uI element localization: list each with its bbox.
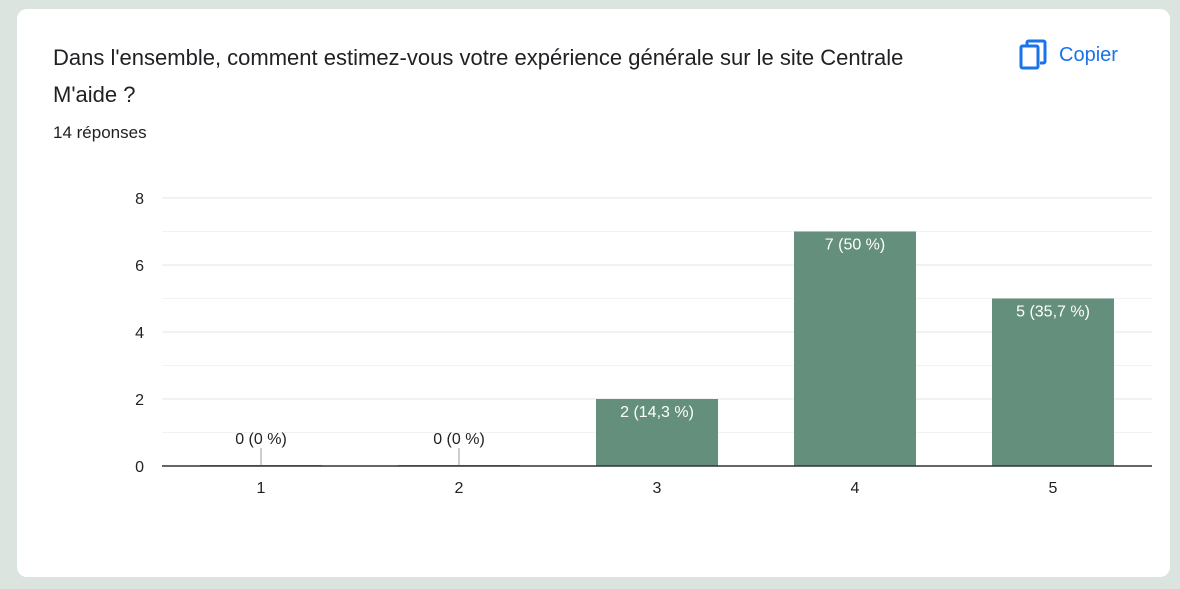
x-tick-label: 5 — [1049, 480, 1058, 497]
chart-bars — [200, 231, 1114, 466]
data-label: 0 (0 %) — [235, 431, 287, 448]
copy-icon — [1019, 39, 1047, 71]
y-tick-label: 0 — [135, 459, 144, 476]
data-label: 5 (35,7 %) — [1016, 304, 1090, 321]
bar — [992, 298, 1114, 466]
x-tick-label: 3 — [653, 480, 662, 497]
bar — [794, 231, 916, 466]
x-tick-label: 4 — [851, 480, 860, 497]
x-tick-label: 1 — [257, 480, 266, 497]
y-tick-label: 6 — [135, 258, 144, 275]
y-tick-label: 8 — [135, 191, 144, 208]
copy-button[interactable]: Copier — [1013, 35, 1124, 75]
y-tick-label: 2 — [135, 392, 144, 409]
question-title: Dans l'ensemble, comment estimez-vous vo… — [53, 45, 904, 107]
data-label: 0 (0 %) — [433, 431, 485, 448]
x-tick-label: 2 — [455, 480, 464, 497]
question-card: Dans l'ensemble, comment estimez-vous vo… — [17, 9, 1170, 577]
y-axis-ticks: 0 2 4 6 8 — [135, 191, 144, 476]
copy-label: Copier — [1059, 43, 1118, 66]
response-count: 14 réponses — [53, 123, 147, 142]
x-axis-ticks: 1 2 3 4 5 — [257, 480, 1058, 497]
bar — [596, 399, 718, 466]
data-label: 7 (50 %) — [825, 237, 885, 254]
data-label: 2 (14,3 %) — [620, 404, 694, 421]
chart-data-labels: 0 (0 %) 0 (0 %) 2 (14,3 %) 7 (50 %) 5 (35,7 … — [235, 237, 1090, 449]
y-tick-label: 4 — [135, 325, 144, 342]
